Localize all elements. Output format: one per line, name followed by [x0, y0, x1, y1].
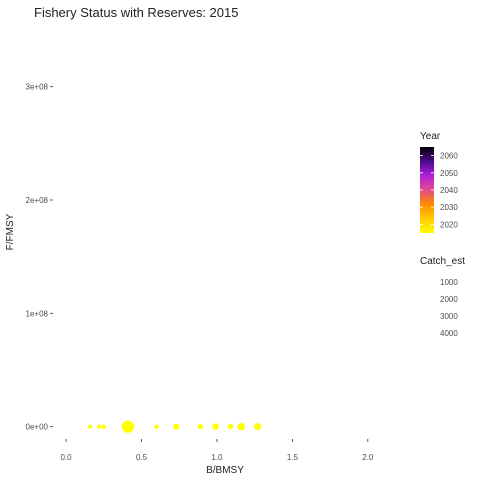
data-points — [88, 420, 262, 433]
data-point — [154, 424, 159, 429]
size-legend-label: 4000 — [440, 329, 458, 338]
x-tick-label: 2.0 — [362, 453, 374, 462]
x-tick-label: 0.0 — [61, 453, 73, 462]
x-tick-label: 1.0 — [211, 453, 223, 462]
color-legend-label: 2060 — [440, 152, 458, 161]
y-tick-label: 2e+08 — [26, 196, 49, 205]
color-legend-label: 2030 — [440, 203, 458, 212]
color-legend: Year 2060 2050 2040 2030 2020 — [420, 131, 458, 233]
data-point — [227, 424, 234, 430]
size-legend-label: 3000 — [440, 312, 458, 321]
chart-title: Fishery Status with Reserves: 2015 — [34, 5, 238, 20]
x-axis: 0.0 0.5 1.0 1.5 2.0 — [61, 439, 374, 462]
plot-area: 0e+00 1e+08 2e+08 3e+08 0.0 0.5 1.0 1.5 2.0 — [26, 83, 374, 462]
size-legend-title: Catch_est — [420, 256, 465, 267]
x-axis-title: B/BMSY — [206, 465, 244, 476]
x-tick-label: 0.5 — [136, 453, 148, 462]
color-legend-title: Year — [420, 131, 441, 142]
color-legend-label: 2040 — [440, 186, 458, 195]
data-point — [101, 424, 106, 429]
data-point — [173, 423, 180, 430]
y-axis: 0e+00 1e+08 2e+08 3e+08 — [26, 83, 53, 432]
data-point — [97, 424, 102, 429]
color-legend-label: 2050 — [440, 169, 458, 178]
y-tick-label: 3e+08 — [26, 83, 49, 92]
size-legend-label: 2000 — [440, 295, 458, 304]
color-legend-label: 2020 — [440, 220, 458, 229]
data-point — [254, 423, 262, 431]
data-point — [237, 422, 245, 431]
y-axis-title: F/FMSY — [5, 213, 16, 250]
data-point — [88, 424, 93, 429]
size-legend: Catch_est 1000 2000 3000 4000 — [420, 256, 465, 338]
y-tick-label: 0e+00 — [26, 423, 49, 432]
data-point — [121, 420, 135, 433]
y-tick-label: 1e+08 — [26, 309, 49, 318]
size-legend-label: 1000 — [440, 278, 458, 287]
data-point — [212, 423, 219, 430]
x-tick-label: 1.5 — [287, 453, 299, 462]
color-bar — [420, 147, 434, 233]
data-point — [197, 424, 203, 430]
